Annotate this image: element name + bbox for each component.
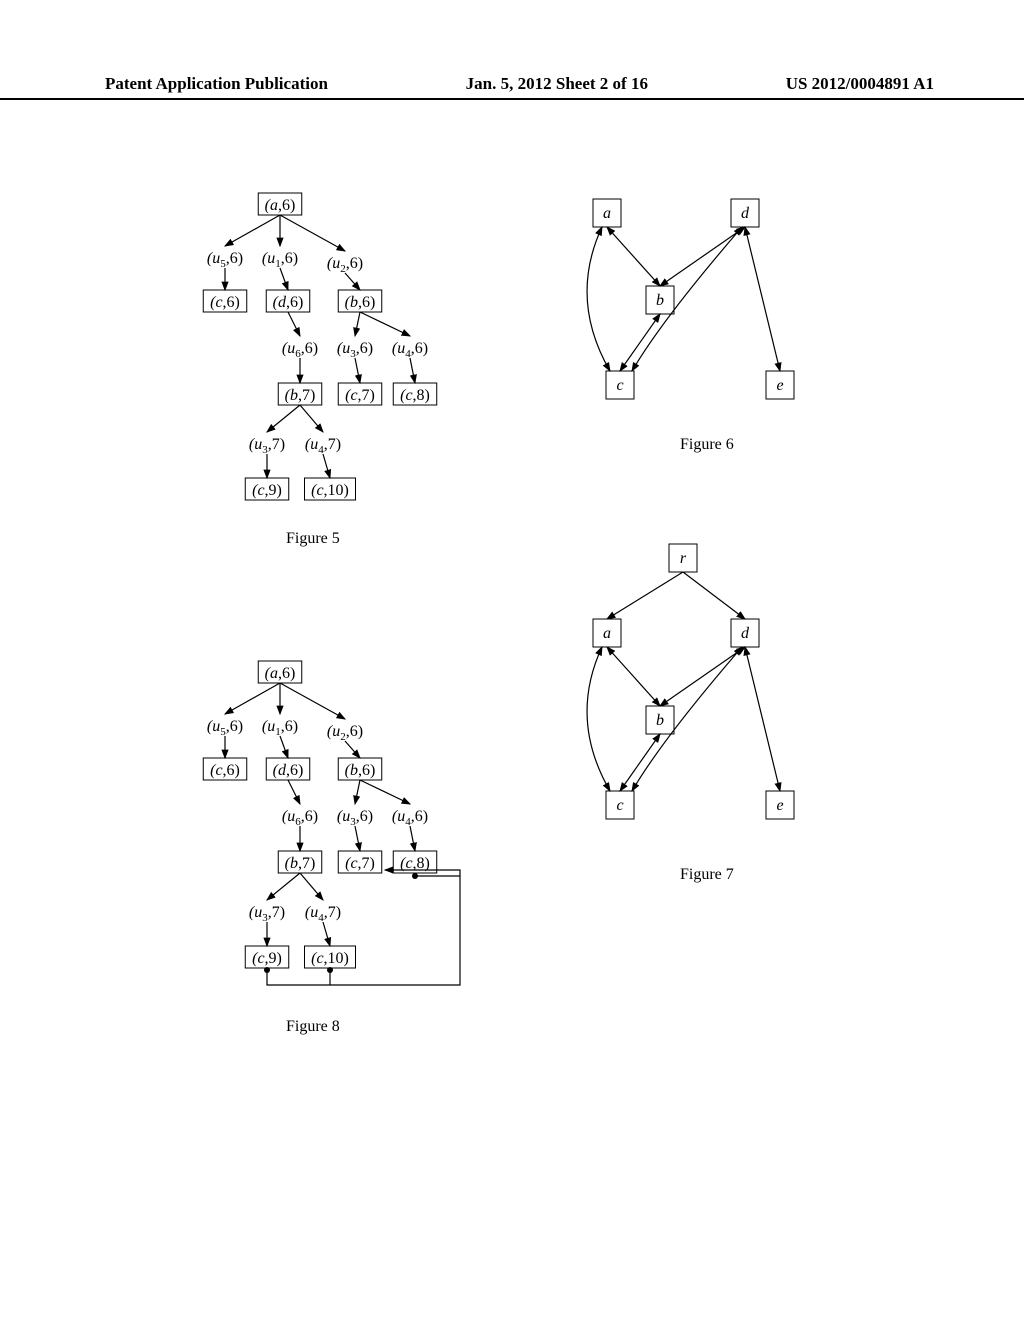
- svg-text:(d,6): (d,6): [273, 294, 304, 311]
- svg-text:r: r: [680, 550, 687, 567]
- svg-text:(b,6): (b,6): [345, 294, 376, 311]
- svg-text:a: a: [603, 205, 611, 222]
- svg-text:(u2,6): (u2,6): [327, 723, 363, 743]
- svg-text:(a,6): (a,6): [265, 197, 296, 214]
- svg-text:(c,6): (c,6): [210, 294, 240, 311]
- svg-text:(u3,7): (u3,7): [249, 436, 285, 456]
- svg-text:(u2,6): (u2,6): [327, 255, 363, 275]
- svg-text:(u1,6): (u1,6): [262, 250, 298, 270]
- svg-text:(c,10): (c,10): [311, 482, 349, 499]
- caption-fig8: Figure 8: [286, 1018, 340, 1036]
- svg-text:(u6,6): (u6,6): [282, 340, 318, 360]
- svg-text:(c,9): (c,9): [252, 482, 282, 499]
- svg-text:c: c: [616, 377, 623, 394]
- svg-text:(c,6): (c,6): [210, 762, 240, 779]
- svg-text:(c,7): (c,7): [345, 387, 375, 404]
- svg-text:(u4,7): (u4,7): [305, 436, 341, 456]
- svg-text:(u4,6): (u4,6): [392, 808, 428, 828]
- figure-5-tree: (a,6) (u5,6) (u1,6) (u2,6) (c,6) (d,6) (b,6) (u…: [203, 193, 437, 500]
- svg-text:(u1,6): (u1,6): [262, 718, 298, 738]
- caption-fig7: Figure 7: [680, 866, 734, 884]
- figure-6-dag: a d b c e: [587, 199, 794, 399]
- svg-text:(u4,6): (u4,6): [392, 340, 428, 360]
- svg-text:(u3,6): (u3,6): [337, 340, 373, 360]
- svg-text:a: a: [603, 625, 611, 642]
- svg-text:(u3,7): (u3,7): [249, 904, 285, 924]
- svg-text:b: b: [656, 292, 664, 309]
- svg-text:(c,7): (c,7): [345, 855, 375, 872]
- svg-text:c: c: [616, 797, 623, 814]
- svg-text:(c,8): (c,8): [400, 387, 430, 404]
- svg-text:(b,6): (b,6): [345, 762, 376, 779]
- svg-text:d: d: [741, 625, 750, 642]
- svg-text:(c,9): (c,9): [252, 950, 282, 967]
- svg-text:d: d: [741, 205, 750, 222]
- svg-text:e: e: [776, 377, 783, 394]
- svg-text:(u4,7): (u4,7): [305, 904, 341, 924]
- caption-fig6: Figure 6: [680, 436, 734, 454]
- figure-8-tree: (a,6) (u5,6) (u1,6) (u2,6) (c,6) (d,6) (b,6) (u…: [203, 661, 460, 985]
- svg-text:(d,6): (d,6): [273, 762, 304, 779]
- svg-text:(u5,6): (u5,6): [207, 250, 243, 270]
- svg-text:(u6,6): (u6,6): [282, 808, 318, 828]
- diagram-canvas: (a,6) (u5,6) (u1,6) (u2,6) (c,6) (d,6) (b,6) (u…: [0, 0, 1024, 1320]
- svg-text:b: b: [656, 712, 664, 729]
- svg-text:(c,10): (c,10): [311, 950, 349, 967]
- svg-text:(b,7): (b,7): [285, 855, 316, 872]
- caption-fig5: Figure 5: [286, 530, 340, 548]
- svg-text:e: e: [776, 797, 783, 814]
- svg-text:(u3,6): (u3,6): [337, 808, 373, 828]
- svg-text:(b,7): (b,7): [285, 387, 316, 404]
- svg-text:(a,6): (a,6): [265, 665, 296, 682]
- svg-text:(u5,6): (u5,6): [207, 718, 243, 738]
- figure-7-dag: r a d b c e: [587, 544, 794, 819]
